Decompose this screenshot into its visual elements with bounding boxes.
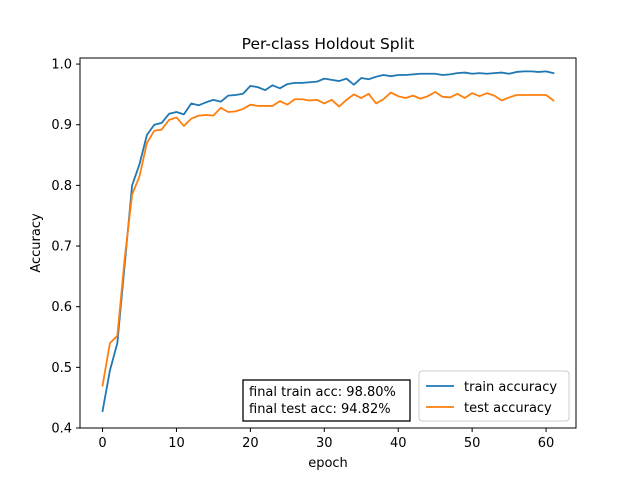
y-axis-label: Accuracy xyxy=(29,213,44,273)
y-tick-label: 0.7 xyxy=(51,240,72,255)
x-tick-label: 0 xyxy=(98,436,106,451)
y-tick-label: 0.6 xyxy=(51,300,72,315)
y-tick-label: 0.5 xyxy=(51,361,72,376)
x-axis-ticks: 0 10 20 30 40 50 60 xyxy=(98,428,554,451)
series-line-train-accuracy xyxy=(101,70,555,413)
chart-title: Per-class Holdout Split xyxy=(242,35,415,53)
x-tick-label: 60 xyxy=(538,436,555,451)
y-tick-label: 1.0 xyxy=(51,58,72,73)
annotation-box xyxy=(242,379,411,422)
x-tick-label: 40 xyxy=(390,436,407,451)
x-axis-label: epoch xyxy=(308,456,348,471)
annotation-train-line: final train acc: 98.80% xyxy=(249,385,396,400)
x-tick-label: 50 xyxy=(464,436,481,451)
legend-box xyxy=(418,370,570,422)
final-accuracy-annotation: final train acc: 98.80% final test acc: … xyxy=(242,379,411,422)
x-tick-label: 20 xyxy=(242,436,259,451)
annotation-test-line: final test acc: 94.82% xyxy=(249,402,391,417)
legend-test-label: test accuracy xyxy=(464,401,552,416)
y-tick-label: 0.4 xyxy=(51,422,72,437)
legend-train-label: train accuracy xyxy=(464,380,557,395)
plot-frame xyxy=(79,57,577,429)
x-tick-label: 10 xyxy=(168,436,185,451)
legend: train accuracy test accuracy xyxy=(418,370,570,422)
plot-lines xyxy=(101,70,555,413)
y-axis-ticks: 0.4 0.5 0.6 0.7 0.8 0.9 1.0 xyxy=(51,58,80,437)
x-tick-label: 30 xyxy=(316,436,333,451)
y-tick-label: 0.8 xyxy=(51,179,72,194)
series-line-test-accuracy xyxy=(101,91,555,387)
y-tick-label: 0.9 xyxy=(51,118,72,133)
